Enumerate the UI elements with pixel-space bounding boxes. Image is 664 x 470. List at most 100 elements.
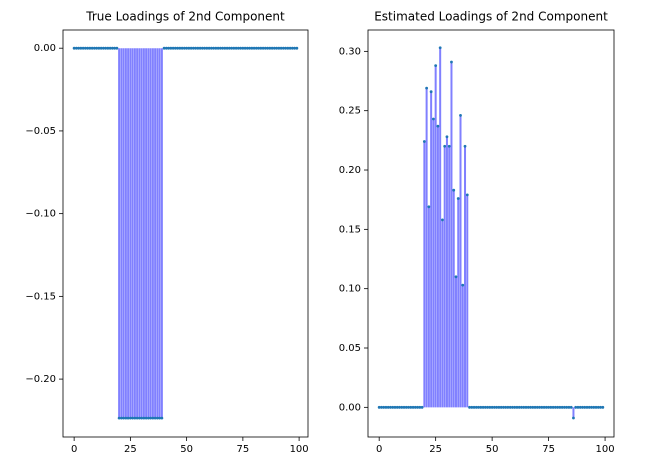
stem-marker bbox=[241, 46, 245, 50]
stem-marker bbox=[407, 405, 410, 409]
stem-marker bbox=[524, 405, 528, 409]
stem-marker bbox=[108, 46, 112, 50]
x-tick-label: 25 bbox=[429, 444, 442, 455]
stem-marker bbox=[535, 405, 539, 409]
stem-marker bbox=[486, 405, 490, 409]
stem-marker bbox=[101, 46, 105, 50]
stem-marker bbox=[533, 405, 537, 409]
stem-marker bbox=[227, 46, 231, 50]
stem-marker bbox=[551, 405, 555, 409]
stem-marker bbox=[92, 46, 96, 50]
stem-marker bbox=[131, 416, 135, 420]
stem-marker bbox=[128, 416, 132, 420]
stem-marker bbox=[470, 405, 474, 409]
stem-marker bbox=[214, 46, 218, 50]
stem-marker bbox=[590, 405, 593, 409]
stem-marker bbox=[391, 405, 395, 409]
stem-marker bbox=[526, 405, 530, 409]
stem-marker bbox=[441, 218, 444, 222]
stem-marker bbox=[594, 405, 598, 409]
stem-marker bbox=[153, 416, 157, 420]
subplot-title: Estimated Loadings of 2nd Component bbox=[374, 10, 608, 24]
stem-marker bbox=[398, 405, 401, 409]
stem-marker bbox=[529, 405, 532, 409]
stem-marker bbox=[293, 46, 297, 50]
stem-marker bbox=[380, 405, 383, 409]
stem-marker bbox=[427, 205, 431, 209]
stem-marker bbox=[288, 46, 292, 50]
stem-marker bbox=[113, 46, 117, 50]
stem-marker bbox=[216, 46, 220, 50]
stem-marker bbox=[248, 46, 252, 50]
stem-marker bbox=[544, 405, 548, 409]
stem-marker bbox=[261, 46, 265, 50]
stem-marker bbox=[218, 46, 222, 50]
stem-marker bbox=[508, 405, 512, 409]
x-tick-label: 0 bbox=[376, 444, 382, 455]
stem-marker bbox=[142, 416, 146, 420]
stem-marker bbox=[77, 46, 81, 50]
stem-marker bbox=[180, 46, 184, 50]
stem-marker bbox=[207, 46, 211, 50]
stem-marker bbox=[400, 405, 404, 409]
stem-marker bbox=[212, 46, 216, 50]
subplot-title: True Loadings of 2nd Component bbox=[85, 10, 285, 24]
stem-marker bbox=[468, 405, 471, 409]
stem-marker bbox=[483, 405, 487, 409]
stem-marker bbox=[465, 193, 469, 197]
x-tick-label: 75 bbox=[237, 444, 250, 455]
stem-marker bbox=[445, 135, 449, 139]
stem-marker bbox=[162, 46, 166, 50]
stem-marker bbox=[488, 405, 492, 409]
stem-marker bbox=[558, 405, 562, 409]
stem-marker bbox=[540, 405, 544, 409]
x-tick-label: 50 bbox=[180, 444, 193, 455]
stem-marker bbox=[553, 405, 557, 409]
stem-marker bbox=[513, 405, 517, 409]
stem-marker bbox=[472, 405, 476, 409]
stem-marker bbox=[230, 46, 234, 50]
stem-marker bbox=[547, 405, 551, 409]
stem-marker bbox=[97, 46, 101, 50]
stem-marker bbox=[245, 46, 249, 50]
stem-marker bbox=[569, 405, 573, 409]
stem-marker bbox=[88, 46, 92, 50]
stem-marker bbox=[257, 46, 261, 50]
stem-marker bbox=[124, 416, 128, 420]
stem-marker bbox=[567, 405, 571, 409]
stem-marker bbox=[95, 46, 99, 50]
stem-marker bbox=[83, 46, 87, 50]
stem-marker bbox=[463, 144, 467, 148]
stem-marker bbox=[531, 405, 535, 409]
stem-marker bbox=[474, 405, 478, 409]
y-tick-label: 0.15 bbox=[339, 224, 361, 235]
stem-marker bbox=[243, 46, 247, 50]
stem-marker bbox=[196, 46, 200, 50]
stem-marker bbox=[477, 405, 480, 409]
stem-marker bbox=[402, 405, 406, 409]
stem-marker bbox=[239, 46, 243, 50]
x-tick-label: 75 bbox=[542, 444, 555, 455]
stem-marker bbox=[149, 416, 153, 420]
stem-marker bbox=[574, 405, 578, 409]
stem-marker bbox=[86, 46, 90, 50]
stem-marker bbox=[171, 46, 175, 50]
stem-marker bbox=[270, 46, 274, 50]
stem-marker bbox=[572, 416, 575, 420]
stem-marker bbox=[578, 405, 582, 409]
stem-marker bbox=[290, 46, 294, 50]
stem-marker bbox=[389, 405, 392, 409]
stem-marker bbox=[409, 405, 413, 409]
stem-marker bbox=[268, 46, 272, 50]
stem-marker bbox=[461, 283, 465, 287]
stem-marker bbox=[452, 188, 456, 192]
x-tick-label: 100 bbox=[290, 444, 309, 455]
stem-marker bbox=[502, 405, 505, 409]
stem-marker bbox=[585, 405, 589, 409]
stem-marker bbox=[277, 46, 281, 50]
stem-marker bbox=[176, 46, 180, 50]
stem-marker bbox=[587, 405, 591, 409]
stem-marker bbox=[221, 46, 225, 50]
stem-marker bbox=[377, 405, 381, 409]
stem-marker bbox=[404, 405, 408, 409]
